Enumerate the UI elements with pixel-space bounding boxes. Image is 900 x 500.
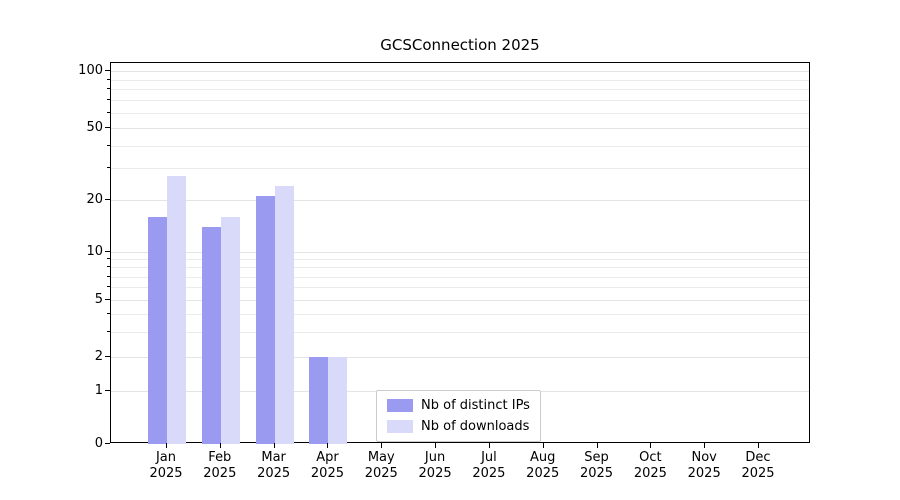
minor-gridline (111, 313, 809, 315)
minor-gridline (111, 89, 809, 91)
x-tick-label: Nov 2025 (687, 450, 721, 482)
chart-title: GCSConnection 2025 (380, 36, 540, 54)
y-minor-tick-mark (107, 99, 110, 101)
legend-label-distinct-ips: Nb of distinct IPs (421, 398, 530, 413)
y-minor-tick-mark (107, 167, 110, 169)
y-minor-tick-mark (107, 258, 110, 260)
x-tick-label: Mar 2025 (257, 450, 291, 482)
legend-swatch-distinct-ips (387, 399, 413, 412)
minor-gridline (111, 267, 809, 269)
x-tick-mark (435, 443, 437, 448)
y-tick-label: 1 (94, 383, 103, 398)
x-tick-label: Jun 2025 (418, 450, 452, 482)
major-gridline (111, 128, 809, 129)
minor-gridline (111, 287, 809, 289)
major-gridline (111, 300, 809, 301)
y-tick-mark (105, 299, 110, 300)
y-tick-mark (105, 127, 110, 128)
legend-swatch-downloads (387, 420, 413, 433)
y-tick-label: 100 (78, 63, 103, 78)
bar-distinct-ips (255, 196, 275, 444)
x-tick-mark (704, 443, 706, 448)
y-tick-label: 20 (86, 192, 103, 207)
y-minor-tick-mark (107, 112, 110, 113)
bar-distinct-ips (309, 357, 329, 444)
y-tick-label: 5 (94, 292, 103, 307)
x-tick-label: Aug 2025 (526, 450, 560, 482)
legend-entry-distinct-ips: Nb of distinct IPs (387, 398, 530, 413)
x-tick-label: Apr 2025 (310, 450, 344, 482)
y-minor-tick-mark (107, 286, 110, 288)
x-tick-label: Feb 2025 (203, 450, 237, 482)
minor-gridline (111, 100, 809, 102)
x-tick-mark (166, 443, 167, 448)
minor-gridline (111, 113, 809, 114)
major-gridline (111, 357, 809, 358)
minor-gridline (111, 145, 809, 147)
y-tick-mark (105, 356, 110, 357)
x-tick-mark (650, 443, 652, 448)
x-tick-mark (219, 443, 221, 448)
y-minor-tick-mark (107, 266, 110, 268)
bar-downloads (220, 216, 240, 444)
major-gridline (111, 252, 809, 253)
x-tick-label: Sep 2025 (579, 450, 614, 482)
legend-entry-downloads: Nb of downloads (387, 419, 530, 434)
x-tick-mark (596, 443, 598, 448)
legend-label-downloads: Nb of downloads (421, 419, 530, 434)
y-tick-label: 0 (94, 436, 103, 451)
x-tick-mark (542, 443, 544, 448)
x-tick-label: May 2025 (364, 450, 398, 482)
x-tick-mark (273, 443, 275, 448)
plot-area (110, 62, 810, 444)
minor-gridline (111, 79, 809, 81)
y-minor-tick-mark (107, 88, 110, 90)
y-tick-mark (105, 443, 110, 444)
y-minor-tick-mark (107, 312, 110, 314)
x-tick-label: Jan 2025 (149, 450, 183, 482)
y-minor-tick-mark (107, 144, 110, 146)
bar-distinct-ips (148, 216, 167, 444)
x-tick-label: Dec 2025 (741, 450, 775, 482)
bar-downloads (274, 185, 294, 444)
major-gridline (111, 200, 809, 201)
y-tick-mark (105, 70, 110, 71)
x-tick-mark (327, 443, 329, 448)
bar-downloads (328, 357, 348, 444)
minor-gridline (111, 259, 809, 261)
y-minor-tick-mark (107, 330, 110, 332)
x-tick-label: Oct 2025 (633, 450, 667, 482)
y-minor-tick-mark (107, 275, 110, 277)
major-gridline (111, 71, 809, 72)
minor-gridline (111, 168, 809, 170)
y-tick-mark (105, 390, 110, 391)
y-tick-label: 2 (94, 349, 103, 364)
x-tick-label: Jul 2025 (472, 450, 506, 482)
x-tick-mark (488, 443, 490, 448)
y-tick-mark (105, 199, 110, 200)
y-tick-label: 50 (86, 120, 103, 135)
x-tick-mark (758, 443, 759, 448)
y-tick-mark (105, 251, 110, 252)
y-minor-tick-mark (107, 78, 110, 80)
minor-gridline (111, 276, 809, 278)
y-tick-label: 10 (86, 244, 103, 259)
bar-distinct-ips (201, 226, 221, 444)
x-tick-mark (381, 443, 383, 448)
minor-gridline (111, 331, 809, 333)
legend: Nb of distinct IPs Nb of downloads (376, 390, 541, 442)
bar-downloads (167, 176, 186, 444)
